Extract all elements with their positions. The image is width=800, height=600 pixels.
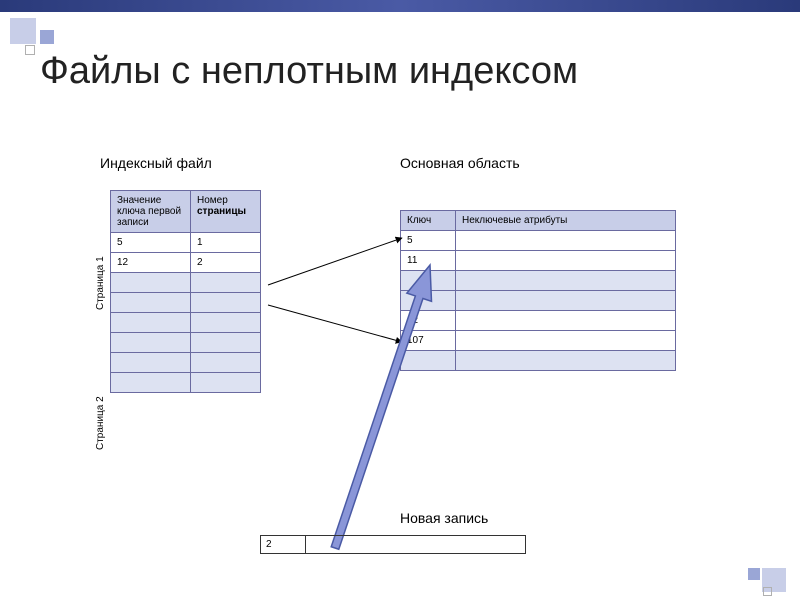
cell <box>191 373 261 393</box>
cell: 1 <box>191 233 261 253</box>
page-label-1: Страница 1 <box>95 256 106 310</box>
cell <box>306 536 526 554</box>
index-table: Значение ключа первой записиНомер страни… <box>110 190 261 393</box>
cell <box>401 351 456 371</box>
cell <box>191 313 261 333</box>
table-row <box>401 351 676 371</box>
page-title: Файлы с неплотным индексом <box>40 50 578 93</box>
table-row <box>111 333 261 353</box>
table-row: 5 <box>401 231 676 251</box>
col-header: Номер страницы <box>191 191 261 233</box>
cell <box>456 291 676 311</box>
main-table: КлючНеключевые атрибуты511 12107 <box>400 210 676 371</box>
cell: 2 <box>191 253 261 273</box>
cell <box>111 373 191 393</box>
cell <box>191 293 261 313</box>
cell <box>191 273 261 293</box>
cell: 5 <box>401 231 456 251</box>
table-row <box>111 293 261 313</box>
cell: 11 <box>401 251 456 271</box>
deco-sq-1 <box>10 18 36 44</box>
cell: 12 <box>401 311 456 331</box>
cell <box>111 273 191 293</box>
cell <box>191 353 261 373</box>
cell <box>456 271 676 291</box>
cell <box>111 333 191 353</box>
cell <box>456 331 676 351</box>
table-row: 51 <box>111 233 261 253</box>
cell <box>456 311 676 331</box>
table-row <box>111 353 261 373</box>
cell: 107 <box>401 331 456 351</box>
cell: 2 <box>261 536 306 554</box>
table-row <box>111 273 261 293</box>
table-row <box>401 271 676 291</box>
table-row <box>111 373 261 393</box>
col-header: Неключевые атрибуты <box>456 211 676 231</box>
cell <box>456 251 676 271</box>
col-header: Ключ <box>401 211 456 231</box>
table-row: 107 <box>401 331 676 351</box>
main-subtitle: Основная область <box>400 155 520 171</box>
cell: 5 <box>111 233 191 253</box>
table-row: 12 <box>401 311 676 331</box>
table-row <box>111 313 261 333</box>
cell <box>401 271 456 291</box>
deco-sq-6 <box>763 587 772 596</box>
new-record-label: Новая запись <box>400 510 488 526</box>
cell: 12 <box>111 253 191 273</box>
cell <box>401 291 456 311</box>
table-row <box>401 291 676 311</box>
cell <box>456 351 676 371</box>
index-subtitle: Индексный файл <box>100 155 212 171</box>
page-label-2: Страница 2 <box>95 396 106 450</box>
cell <box>111 293 191 313</box>
deco-sq-3 <box>25 45 35 55</box>
deco-sq-2 <box>40 30 54 44</box>
deco-sq-5 <box>748 568 760 580</box>
top-stripe <box>0 0 800 12</box>
new-record-box: 2 <box>260 535 526 554</box>
cell <box>191 333 261 353</box>
table-row: 11 <box>401 251 676 271</box>
cell <box>111 353 191 373</box>
col-header: Значение ключа первой записи <box>111 191 191 233</box>
cell <box>456 231 676 251</box>
cell <box>111 313 191 333</box>
table-row: 122 <box>111 253 261 273</box>
